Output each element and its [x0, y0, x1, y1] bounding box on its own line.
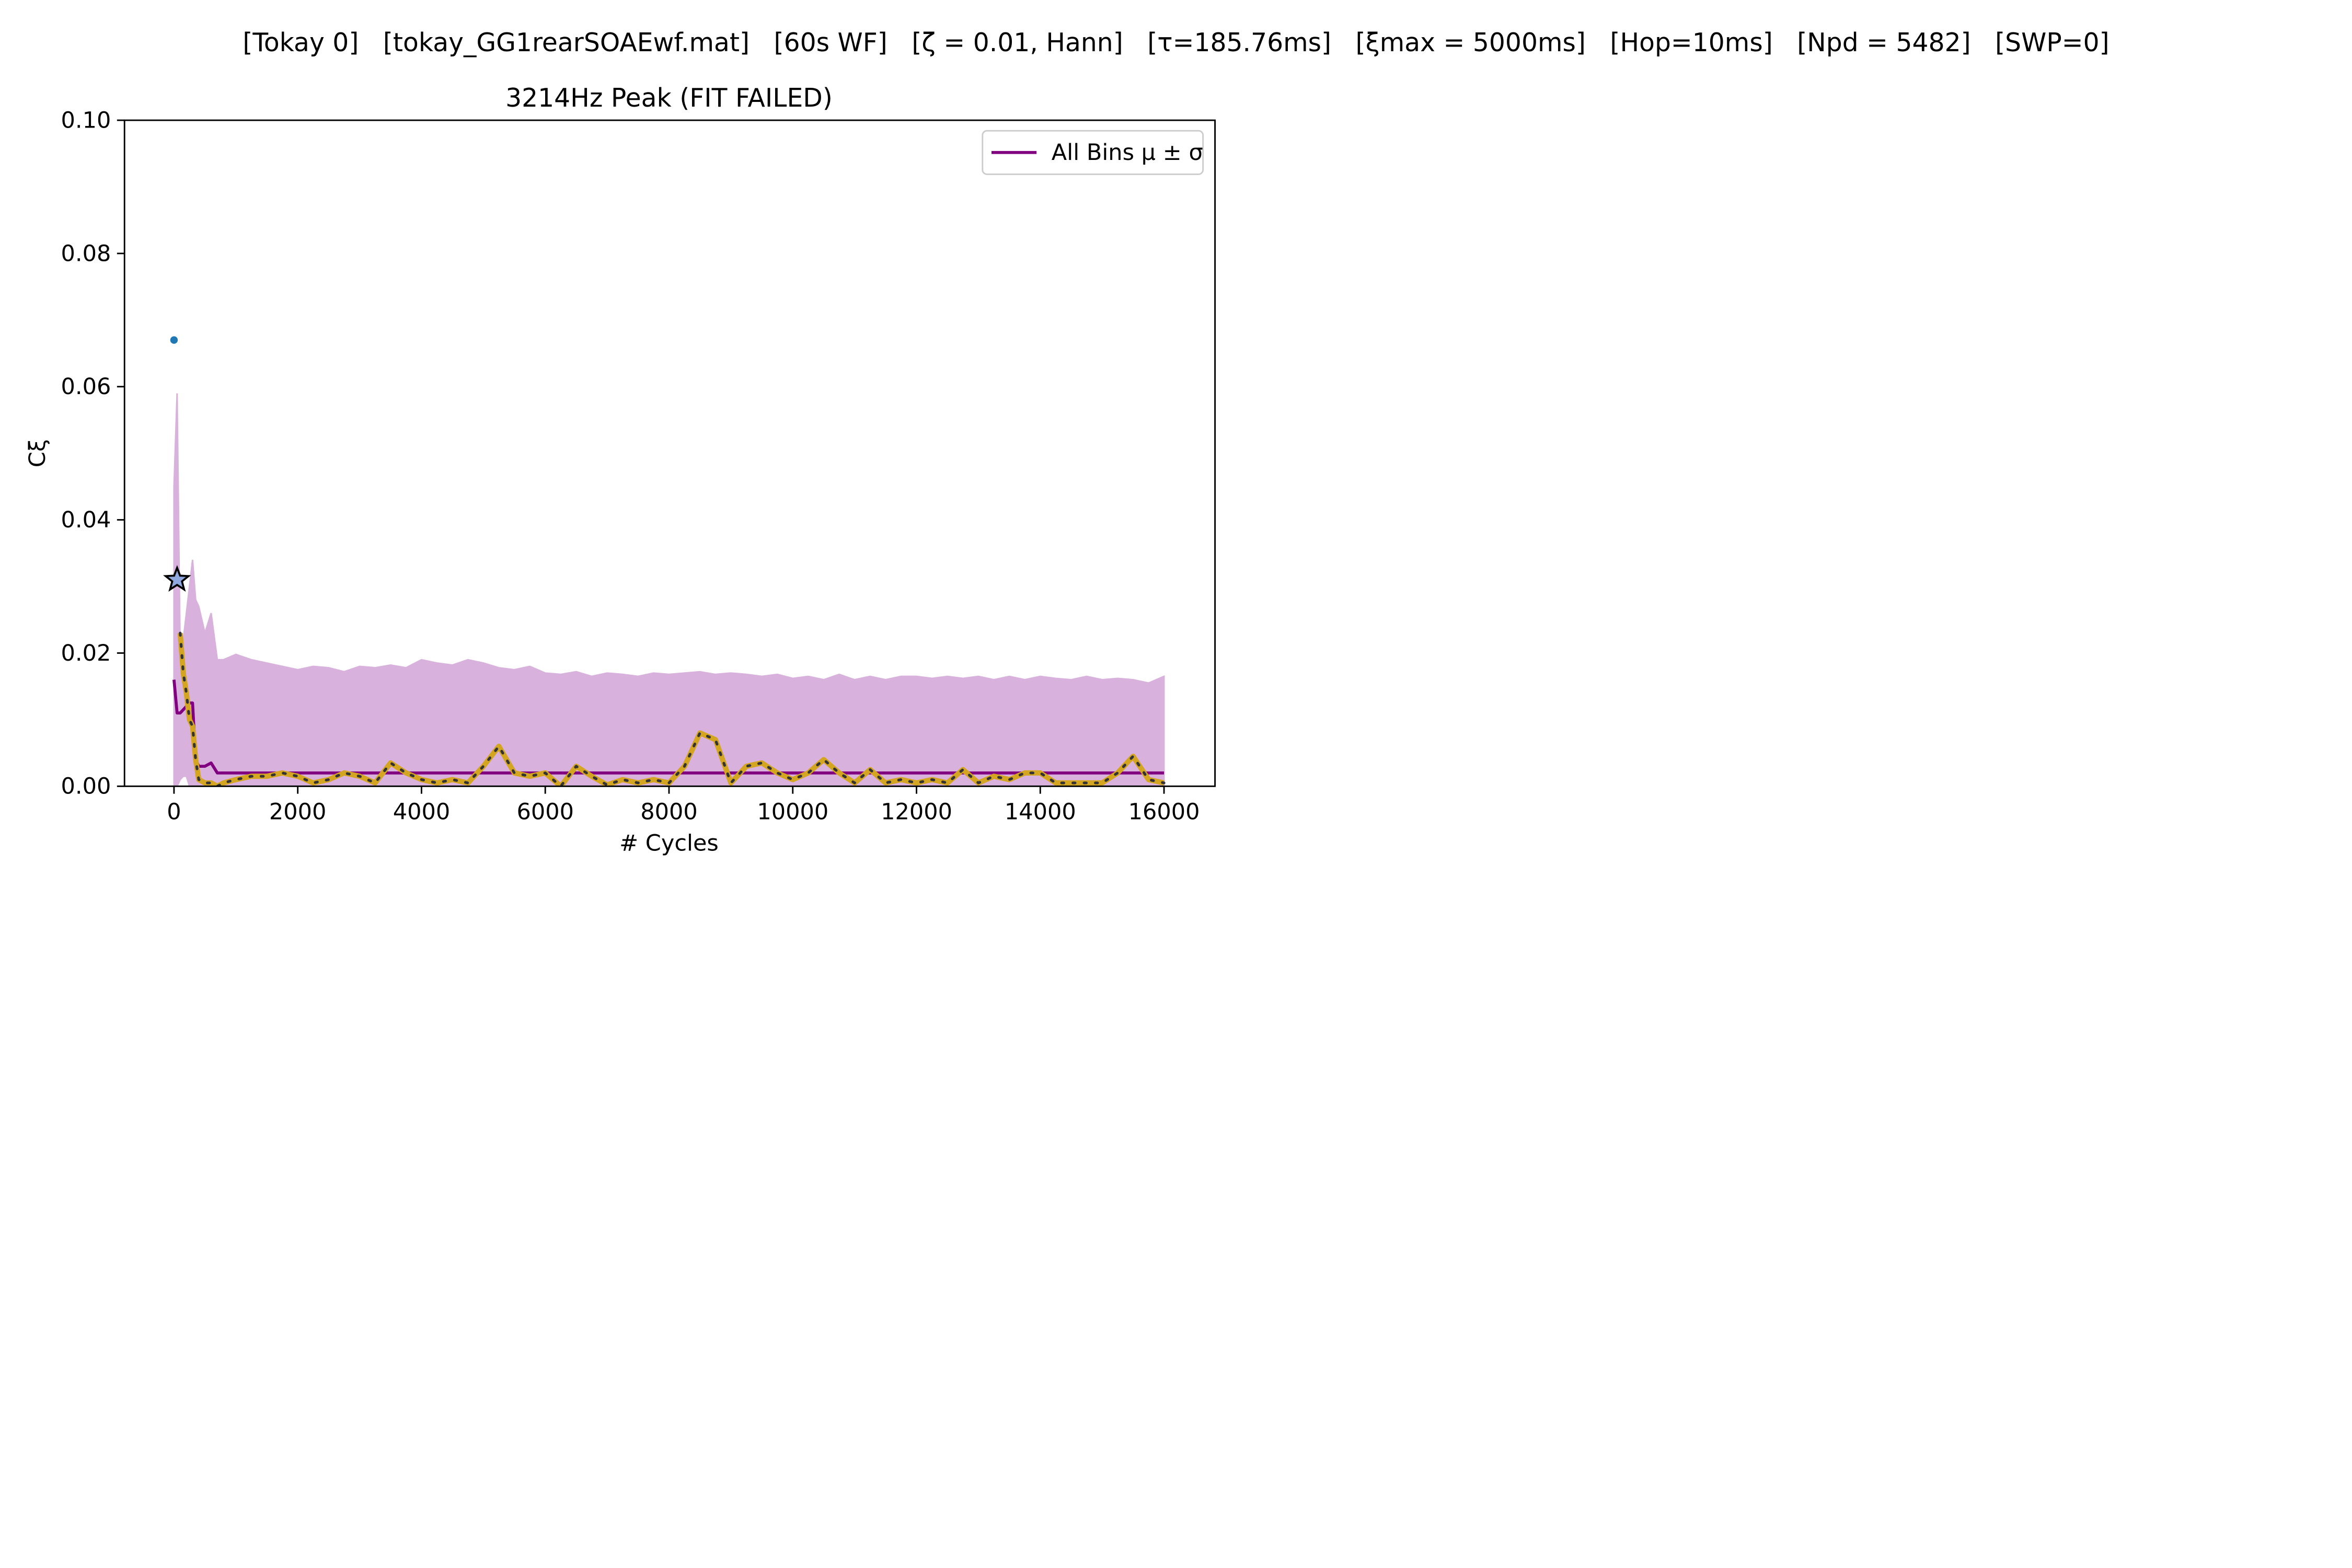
- y-tick-label: 0.02: [61, 640, 111, 666]
- y-tick-label: 0.00: [61, 774, 111, 800]
- data-line: [179, 631, 1166, 787]
- plot-area: 0.00 0.02 0.04 0.06 0.08 0.10 0 2000 4000 6000 800…: [61, 107, 1216, 825]
- legend: All Bins μ ± σ: [982, 130, 1204, 175]
- y-tick-label: 0.10: [61, 107, 111, 133]
- suptitle: [Tokay 0] [tokay_GG1rearSOAEwf.mat] [60s…: [243, 28, 2109, 57]
- x-axis-label: # Cycles: [619, 831, 719, 857]
- axes-frame: [123, 119, 1216, 787]
- x-tick-label: 10000: [757, 799, 828, 825]
- legend-box: [982, 130, 1204, 175]
- x-tick-label: 0: [167, 799, 181, 825]
- point-marker: [170, 336, 178, 344]
- data-line: [172, 679, 1165, 775]
- star-marker: [163, 565, 191, 592]
- legend-label: All Bins μ ± σ: [1052, 140, 1203, 166]
- y-tick-label: 0.06: [61, 374, 111, 400]
- x-tick-label: 4000: [393, 799, 451, 825]
- std-band: [173, 393, 1165, 787]
- series-group: [172, 393, 1166, 787]
- x-tick-label: 2000: [269, 799, 327, 825]
- y-tick-label: 0.08: [61, 240, 111, 267]
- x-tick-label: 16000: [1128, 799, 1200, 825]
- x-tick-label: 6000: [516, 799, 574, 825]
- y-tick-label: 0.04: [61, 507, 111, 533]
- x-tick-label: 14000: [1005, 799, 1076, 825]
- x-tick-label: 8000: [640, 799, 698, 825]
- y-axis-label: Cξ: [25, 439, 51, 467]
- chart-title: 3214Hz Peak (FIT FAILED): [505, 83, 833, 113]
- x-tick-label: 12000: [881, 799, 952, 825]
